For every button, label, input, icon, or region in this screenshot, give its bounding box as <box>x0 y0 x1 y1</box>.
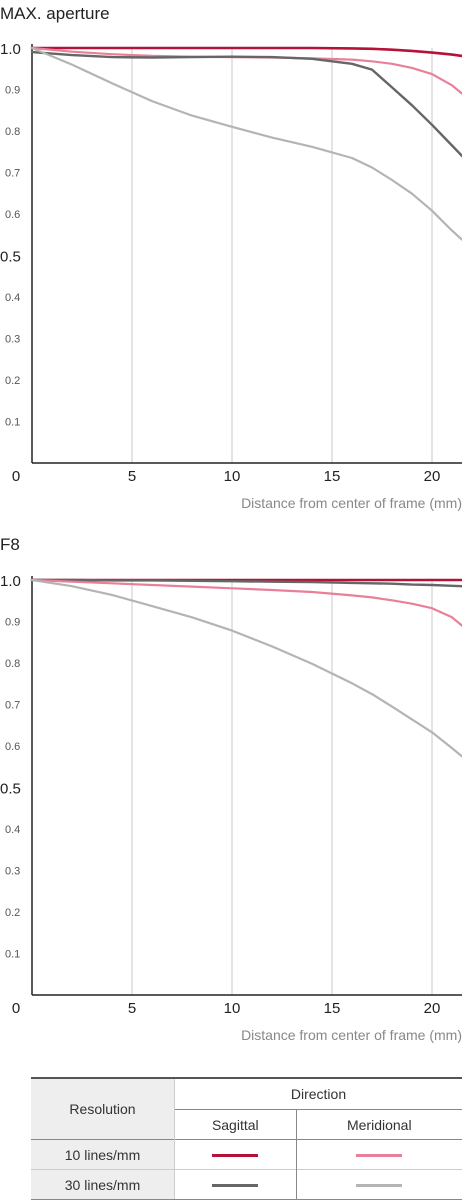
x-tick-label: 5 <box>128 468 136 485</box>
legend-swatch-cell <box>295 1169 462 1200</box>
y-tick-label: 0.3 <box>5 866 20 878</box>
legend-swatch-cell <box>174 1139 297 1170</box>
chart-title-max-aperture: MAX. aperture <box>0 4 110 23</box>
legend-resolution-header: Resolution <box>31 1077 175 1140</box>
legend-table: Resolution Direction Sagittal Meridional… <box>31 1077 462 1200</box>
x-axis-label: Distance from center of frame (mm) <box>241 1027 462 1043</box>
legend-sagittal-header: Sagittal <box>174 1109 297 1140</box>
y-tick-label: 0.1 <box>5 949 20 961</box>
series-line <box>30 578 462 588</box>
series-line <box>30 46 462 95</box>
y-tick-label: 0.7 <box>5 168 20 180</box>
series-line <box>30 50 462 158</box>
y-tick-label: 0.9 <box>5 85 20 97</box>
x-tick-label: 0 <box>12 1000 20 1017</box>
series-line <box>30 46 462 58</box>
y-tick-label: 0.2 <box>5 907 20 919</box>
y-tick-label: 1.0 <box>0 41 21 58</box>
y-tick-label: 0.5 <box>0 249 21 266</box>
y-tick-label: 0.9 <box>5 617 20 629</box>
chart-title-f8: F8 <box>0 535 20 554</box>
y-tick-label: 0.6 <box>5 741 20 753</box>
x-tick-label: 10 <box>224 1000 241 1017</box>
mtf-chart-max-aperture: 0.1 0.2 0.3 0.4 0.5 0.6 0.7 0.8 0.9 1.0 0 5 10 15 20 Di… <box>0 41 462 511</box>
x-tick-label: 5 <box>128 1000 136 1017</box>
mtf-chart-f8: 0.1 0.2 0.3 0.4 0.5 0.6 0.7 0.8 0.9 1.0 0 5 10 15 20 Di… <box>0 573 462 1043</box>
y-tick-label: 0.8 <box>5 658 20 670</box>
y-tick-label: 0.4 <box>5 824 20 836</box>
series-line <box>30 46 462 241</box>
legend-swatch-30-sagittal <box>212 1184 259 1188</box>
y-tick-label: 0.3 <box>5 334 20 346</box>
y-tick-label: 1.0 <box>0 573 21 590</box>
x-tick-label: 10 <box>224 468 241 485</box>
x-tick-label: 15 <box>324 468 341 485</box>
x-tick-label: 20 <box>424 468 441 485</box>
legend-swatch-30-meridional <box>356 1184 403 1188</box>
legend-swatch-cell <box>174 1169 297 1200</box>
y-tick-label: 0.7 <box>5 700 20 712</box>
legend-direction-header: Direction <box>174 1077 462 1110</box>
y-tick-label: 0.1 <box>5 417 20 429</box>
series-line <box>30 578 462 758</box>
y-tick-label: 0.8 <box>5 126 20 138</box>
legend-swatch-10-sagittal <box>212 1154 259 1158</box>
x-axis-label: Distance from center of frame (mm) <box>241 495 462 511</box>
x-tick-label: 20 <box>424 1000 441 1017</box>
legend-swatch-cell <box>295 1139 462 1170</box>
legend-meridional-header: Meridional <box>295 1109 462 1140</box>
legend-row-label: 10 lines/mm <box>31 1139 175 1170</box>
y-tick-label: 0.4 <box>5 292 20 304</box>
y-tick-label: 0.6 <box>5 209 20 221</box>
x-tick-label: 15 <box>324 1000 341 1017</box>
y-tick-label: 0.5 <box>0 781 21 798</box>
x-tick-label: 0 <box>12 468 20 485</box>
legend-swatch-10-meridional <box>356 1154 403 1158</box>
y-tick-label: 0.2 <box>5 375 20 387</box>
series-line <box>30 578 462 627</box>
legend-row-label: 30 lines/mm <box>31 1169 175 1200</box>
